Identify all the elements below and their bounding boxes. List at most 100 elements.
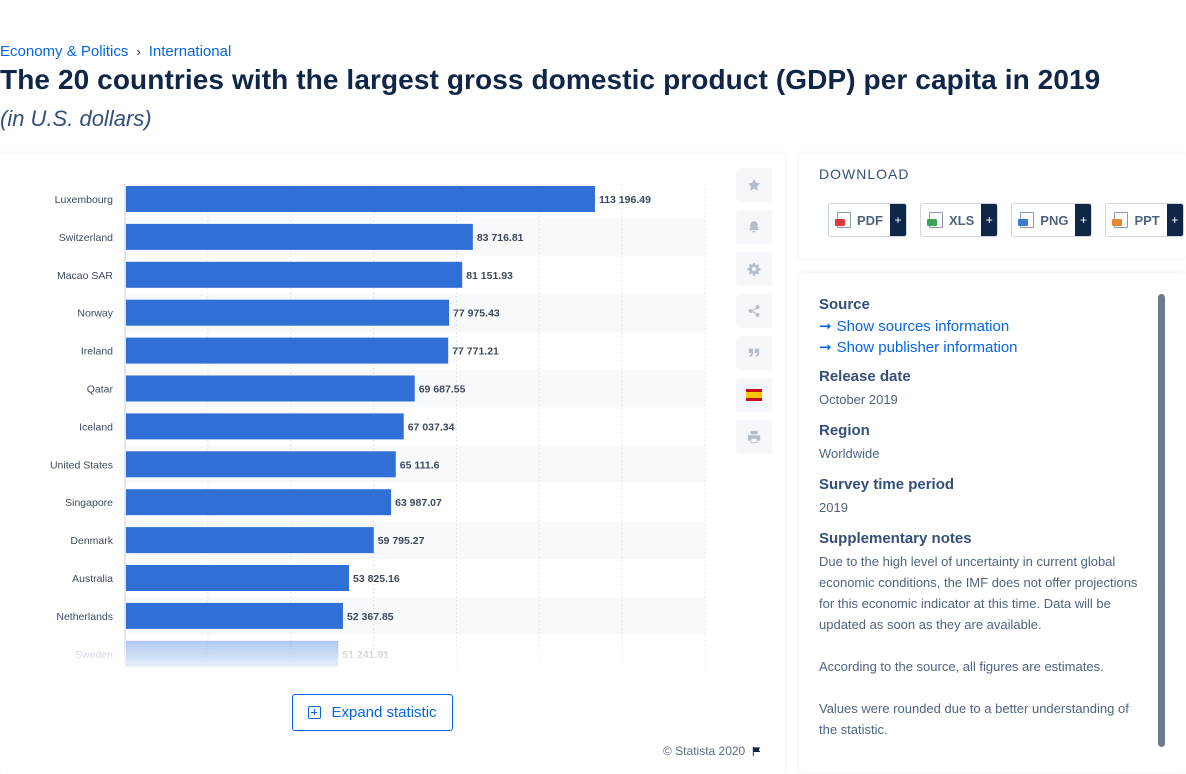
details-scrollbar[interactable] [1158,294,1165,747]
download-title: DOWNLOAD [819,166,910,182]
supplementary-note-1: Due to the high level of uncertainty in … [819,554,1138,632]
category-label: Switzerland [59,232,113,244]
show-sources-text: Show sources information [836,317,1010,335]
bar-norway [126,299,450,326]
pdf-file-icon [835,212,851,228]
bar-united-states [126,451,396,478]
release-date-value: October 2019 [819,392,898,407]
region-label: Region [819,422,870,439]
settings-button[interactable] [736,252,772,286]
region-value: Worldwide [819,446,880,461]
share-icon [748,305,760,317]
bar-sweden [126,640,339,667]
value-label: 63 987.07 [395,497,442,509]
favorite-button[interactable] [736,168,772,202]
category-label: Sweden [75,649,113,661]
spanish-flag-icon [746,389,762,401]
xls-label: XLS [949,212,975,228]
chart-card: Luxembourg 113 196.49 Switzerland 83 716.81… [0,154,785,774]
arrow-right-icon: ➞ [819,318,832,335]
gear-icon [747,262,761,276]
bar-switzerland [126,223,473,250]
category-label: Norway [77,308,113,320]
category-label: Netherlands [56,611,113,623]
bar-macao-sar [126,261,463,288]
bar-australia [126,565,349,591]
show-sources-link[interactable]: ➞ Show sources information [819,317,1149,336]
value-label: 69 687.55 [419,384,466,396]
copyright-text: © Statista 2020 [663,744,746,758]
plus-square-icon [308,706,322,719]
report-flag-icon[interactable] [751,746,762,757]
xls-plus-button[interactable]: + [981,204,998,236]
breadcrumb-separator: › [136,44,141,59]
value-label: 53 825.16 [353,573,400,585]
bar-netherlands [126,602,343,629]
breadcrumb-economy-politics[interactable]: Economy & Politics [0,43,129,60]
cite-button[interactable] [736,336,772,370]
star-icon [747,178,761,191]
breadcrumb: Economy & Politics › International [0,43,231,60]
category-label: United States [50,459,113,471]
bar-singapore [126,489,392,516]
survey-period-label: Survey time period [819,476,955,493]
survey-period-value: 2019 [819,500,848,515]
show-publisher-link[interactable]: ➞ Show publisher information [819,338,1149,357]
value-label: 52 367.85 [347,611,394,623]
bar-ireland [126,337,449,364]
release-date-label: Release date [819,368,911,385]
category-label: Luxembourg [55,194,114,206]
png-file-icon [1018,212,1035,228]
png-plus-button[interactable]: + [1075,204,1092,236]
language-button[interactable] [736,378,772,412]
pdf-plus-button[interactable]: + [890,204,906,236]
notification-button[interactable] [736,210,772,244]
value-label: 77 975.43 [453,308,500,320]
category-label: Ireland [81,346,113,358]
statistic-details-card: Source ➞ Show sources information ➞ Show p… [799,273,1186,773]
share-button[interactable] [736,294,772,328]
category-label: Australia [72,573,113,585]
copyright: © Statista 2020 [663,744,762,758]
bell-icon [748,221,760,233]
category-label: Denmark [70,535,113,547]
source-label: Source [819,296,870,313]
ppt-label: PPT [1134,212,1160,228]
supplementary-note-2: According to the source, all figures are… [819,659,1104,674]
expand-statistic-button[interactable]: Expand statistic [292,694,453,731]
download-xls-button[interactable]: XLS + [920,203,999,237]
supplementary-note-3: Values were rounded due to a better unde… [819,701,1129,737]
bar-denmark [126,527,374,554]
expand-statistic-label: Expand statistic [331,704,437,721]
breadcrumb-international[interactable]: International [148,43,232,60]
download-card: DOWNLOAD PDF + XLS + PNG + PPT + [799,154,1186,258]
bar-qatar [126,375,415,402]
value-label: 113 196.49 [599,194,651,206]
ppt-plus-button[interactable]: + [1166,204,1183,236]
xls-file-icon [927,212,943,228]
page-title: The 20 countries with the largest gross … [0,64,1101,95]
print-icon [747,430,761,444]
download-buttons: PDF + XLS + PNG + PPT + [828,203,1184,237]
png-label: PNG [1040,212,1069,228]
value-label: 81 151.93 [466,270,513,282]
bar-iceland [126,413,404,440]
category-label: Singapore [65,497,113,509]
category-label: Qatar [87,384,114,396]
download-ppt-button[interactable]: PPT + [1105,203,1184,237]
value-label: 65 111.6 [400,459,440,471]
bar-luxembourg [126,186,595,212]
value-label: 83 716.81 [477,232,524,244]
download-pdf-button[interactable]: PDF + [828,203,907,237]
arrow-right-icon: ➞ [819,339,832,356]
page-subtitle: (in U.S. dollars) [0,106,152,131]
quote-icon [748,348,760,357]
supplementary-notes-label: Supplementary notes [819,530,972,547]
value-label: 77 771.21 [452,346,499,358]
print-button[interactable] [736,420,772,454]
pdf-label: PDF [857,212,883,228]
value-label: 51 241.91 [342,649,389,661]
value-label: 59 795.27 [378,535,425,547]
download-png-button[interactable]: PNG + [1011,203,1093,237]
bar-chart: Luxembourg 113 196.49 Switzerland 83 716.81… [50,184,706,671]
